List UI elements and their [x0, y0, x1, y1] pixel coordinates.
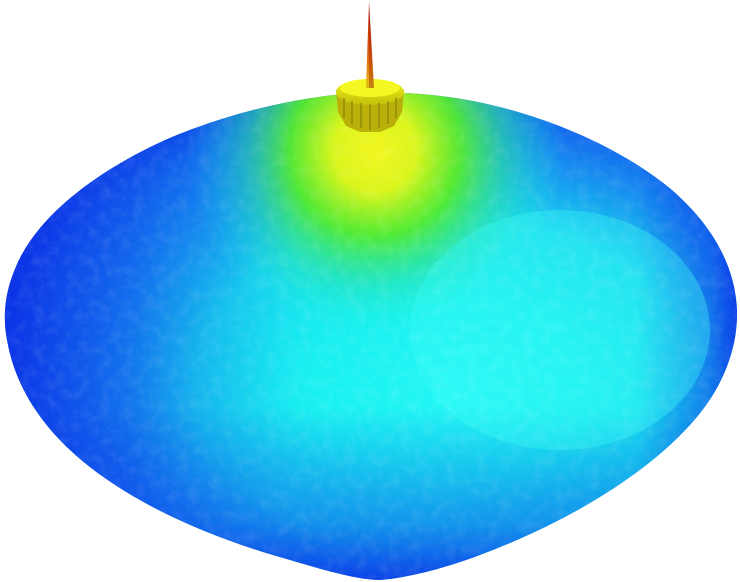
center-spike [366, 2, 374, 88]
